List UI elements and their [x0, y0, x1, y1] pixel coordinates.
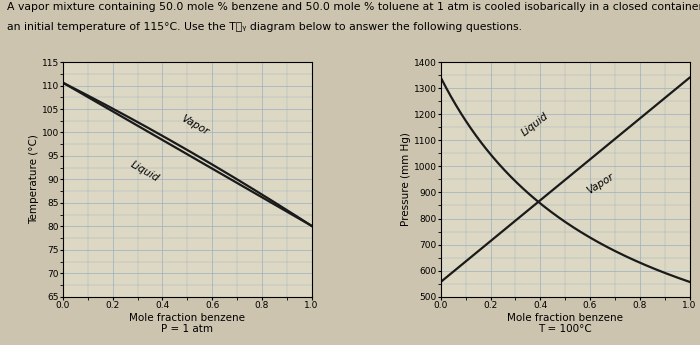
- X-axis label: Mole fraction benzene
P = 1 atm: Mole fraction benzene P = 1 atm: [130, 313, 245, 334]
- Text: Vapor: Vapor: [584, 171, 615, 196]
- Text: A vapor mixture containing 50.0 mole % benzene and 50.0 mole % toluene at 1 atm : A vapor mixture containing 50.0 mole % b…: [7, 2, 700, 12]
- Text: an initial temperature of 115°C. Use the Tᵯᵧ diagram below to answer the followi: an initial temperature of 115°C. Use the…: [7, 22, 522, 32]
- Y-axis label: Temperature (°C): Temperature (°C): [29, 135, 38, 224]
- Y-axis label: Pressure (mm Hg): Pressure (mm Hg): [401, 132, 411, 226]
- Text: Liquid: Liquid: [520, 111, 551, 138]
- Text: Vapor: Vapor: [179, 113, 210, 137]
- Text: Liquid: Liquid: [129, 159, 161, 184]
- X-axis label: Mole fraction benzene
T = 100°C: Mole fraction benzene T = 100°C: [508, 313, 623, 334]
